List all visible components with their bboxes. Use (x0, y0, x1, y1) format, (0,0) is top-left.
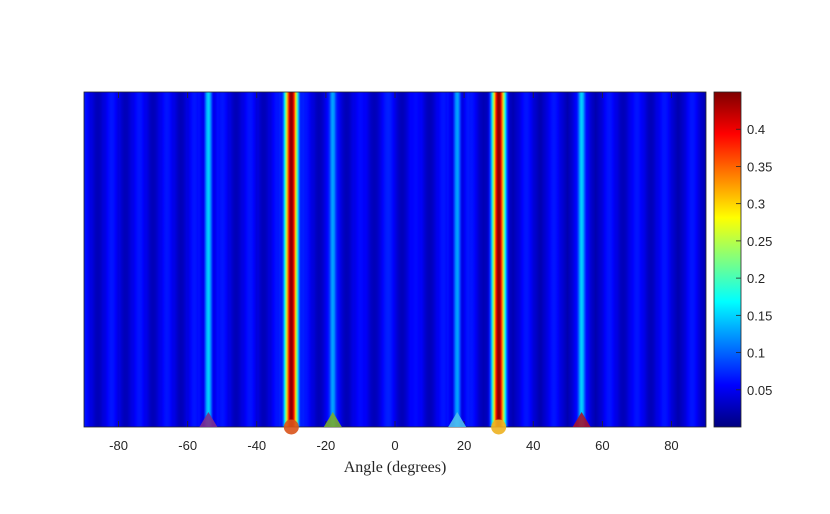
x-tick-label: -40 (247, 438, 266, 453)
circle-marker (491, 419, 507, 435)
x-tick-label: 20 (457, 438, 471, 453)
colorbar-tick-label: 0.2 (747, 271, 765, 286)
colorbar-tick-label: 0.1 (747, 346, 765, 361)
x-tick-label: 80 (664, 438, 678, 453)
colorbar-tick-label: 0.3 (747, 197, 765, 212)
colorbar-tick-label: 0.05 (747, 383, 772, 398)
colorbar-frame (713, 91, 742, 428)
colorbar-image (714, 92, 741, 427)
colorbar-ticks: 0.05 0.1 0.15 0.2 0.25 0.3 0.35 0.4 (736, 122, 772, 398)
source-markers (199, 412, 591, 435)
x-tick-label: 60 (595, 438, 609, 453)
heatmap-image (84, 92, 706, 427)
plot-area: -80 -60 -40 -20 0 20 40 60 80 (83, 91, 707, 453)
x-axis-label: Angle (degrees) (344, 459, 447, 476)
triangle-marker (323, 412, 342, 427)
colorbar-tick-label: 0.15 (747, 308, 772, 323)
x-tick-label: 40 (526, 438, 540, 453)
circle-marker (283, 419, 299, 435)
x-tick-label: -80 (109, 438, 128, 453)
x-tick-label: -60 (178, 438, 197, 453)
colorbar-tick-label: 0.25 (747, 234, 772, 249)
x-tick-label: -20 (316, 438, 335, 453)
colorbar: 0.05 0.1 0.15 0.2 0.25 0.3 0.35 0.4 (713, 91, 772, 428)
triangle-marker (572, 412, 591, 427)
triangle-marker (199, 412, 218, 427)
x-tick-label: 0 (391, 438, 398, 453)
colorbar-tick-label: 0.4 (747, 122, 765, 137)
colorbar-tick-label: 0.35 (747, 159, 772, 174)
triangle-marker (448, 412, 467, 427)
